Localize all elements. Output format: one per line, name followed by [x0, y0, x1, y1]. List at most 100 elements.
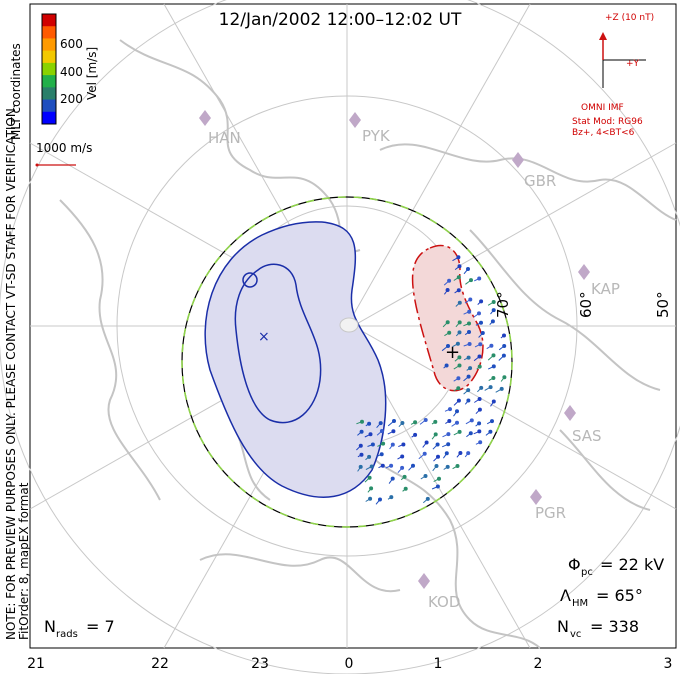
velocity-vector [402, 488, 407, 492]
mlt-label-22: 22 [151, 656, 169, 672]
velocity-vector [443, 280, 450, 286]
velocity-vector [486, 345, 492, 350]
vector-scale-origin [35, 163, 39, 167]
velocity-vector [463, 376, 469, 382]
velocity-vector [473, 356, 480, 362]
velocity-vector [451, 422, 458, 427]
velocity-vector [478, 332, 484, 338]
latitude-label-50: 50° [654, 291, 672, 318]
velocity-vector [463, 311, 470, 315]
velocity-vector [441, 345, 449, 352]
velocity-vector [397, 467, 403, 474]
plot-title: 12/Jan/2002 12:00–12:02 UT [219, 10, 462, 30]
velocity-vector [365, 466, 372, 471]
velocity-vector [442, 321, 449, 328]
velocity-vector [454, 357, 460, 362]
velocity-vector [475, 409, 481, 415]
negative-cell-inner [234, 263, 322, 424]
colorbar-segment [42, 87, 56, 101]
velocity-vector [443, 289, 449, 295]
velocity-vector [477, 387, 482, 393]
velocity-vector [500, 376, 505, 382]
velocity-vector [498, 355, 505, 361]
colorbar-tick-200: 200 [60, 92, 83, 106]
negative-cell [204, 221, 387, 498]
velocity-vector [490, 401, 495, 407]
velocity-vector [357, 431, 362, 436]
imf-source: OMNI IMF [581, 103, 624, 113]
velocity-vector [398, 444, 404, 448]
stat-phi-value: = 22 kV [600, 555, 664, 574]
velocity-vector [463, 323, 470, 327]
stat-nrads-symbol: N [44, 617, 56, 636]
velocity-vector [442, 433, 449, 438]
station-label-pgr: PGR [535, 504, 566, 522]
mlt-label-1: 1 [434, 656, 443, 672]
velocity-vector [453, 400, 460, 406]
station-label-han: HAN [208, 129, 241, 147]
velocity-vector [364, 477, 370, 483]
velocity-vector [376, 453, 382, 457]
station-label-kap: KAP [591, 280, 620, 298]
velocity-vector [365, 423, 370, 427]
negative-cell-core [242, 272, 258, 288]
velocity-vector [475, 441, 481, 445]
colorbar-segment [42, 38, 56, 52]
colorbar-segment [42, 26, 56, 39]
velocity-vector [484, 386, 491, 391]
mlt-label-23: 23 [251, 656, 269, 672]
velocity-vector [452, 256, 459, 262]
velocity-vector [453, 276, 460, 281]
stat-n-rads: N rads = 7 [44, 617, 115, 640]
imf-z-label: +Z (10 nT) [605, 13, 654, 23]
velocity-vector [453, 377, 459, 382]
fit-order-note: FitOrder: 8, mapEX format [17, 482, 31, 640]
mlt-label-21: 21 [27, 656, 45, 672]
preview-notice: NOTE: FOR PREVIEW PURPOSES ONLY. PLEASE … [4, 104, 18, 640]
colorbar-frame [41, 13, 57, 125]
velocity-vector [454, 289, 460, 294]
pole-marker [339, 317, 359, 333]
velocity-vector [387, 496, 392, 500]
velocity-vector [463, 389, 469, 395]
velocity-vector [475, 322, 482, 326]
velocity-vector [466, 432, 472, 438]
velocity-vector [375, 499, 381, 505]
velocity-vector [431, 434, 437, 440]
imf-y-label: +Y [626, 59, 640, 69]
latitude-label-70: 70° [494, 291, 512, 318]
velocity-vector [433, 456, 439, 462]
velocity-vector [500, 335, 505, 339]
velocity-vector [475, 423, 480, 427]
mlt-label-0: 0 [345, 656, 354, 672]
velocity-vector [442, 443, 449, 448]
velocity-vector [367, 488, 372, 493]
mlt-label-2: 2 [534, 656, 543, 672]
colorbar-segment [42, 50, 56, 64]
velocity-vector [453, 411, 458, 417]
velocity-vector [397, 456, 403, 460]
velocity-vector [377, 443, 384, 447]
station-markers [199, 110, 590, 589]
velocity-vector [487, 355, 494, 361]
velocity-vector [473, 312, 480, 318]
velocity-vector [453, 387, 459, 392]
velocity-vector [453, 431, 460, 436]
velocity-vector [445, 420, 450, 425]
velocity-vector [485, 431, 491, 436]
velocity-vector [385, 465, 392, 469]
velocity-vector [398, 422, 403, 428]
velocity-vector [455, 302, 461, 307]
colorbar-segment [42, 111, 56, 125]
colorbar-segment [42, 62, 56, 76]
imf-model-line1: Stat Mod: RG96 [572, 117, 643, 127]
velocity-vector [443, 365, 447, 369]
coordinates-label: MLT coordinates [9, 43, 23, 140]
velocity-vector [357, 466, 362, 472]
velocity-vector [411, 434, 416, 438]
velocity-vector [422, 442, 427, 448]
velocity-vector [432, 444, 438, 450]
velocity-vector [432, 465, 437, 472]
velocity-vector [490, 309, 495, 315]
